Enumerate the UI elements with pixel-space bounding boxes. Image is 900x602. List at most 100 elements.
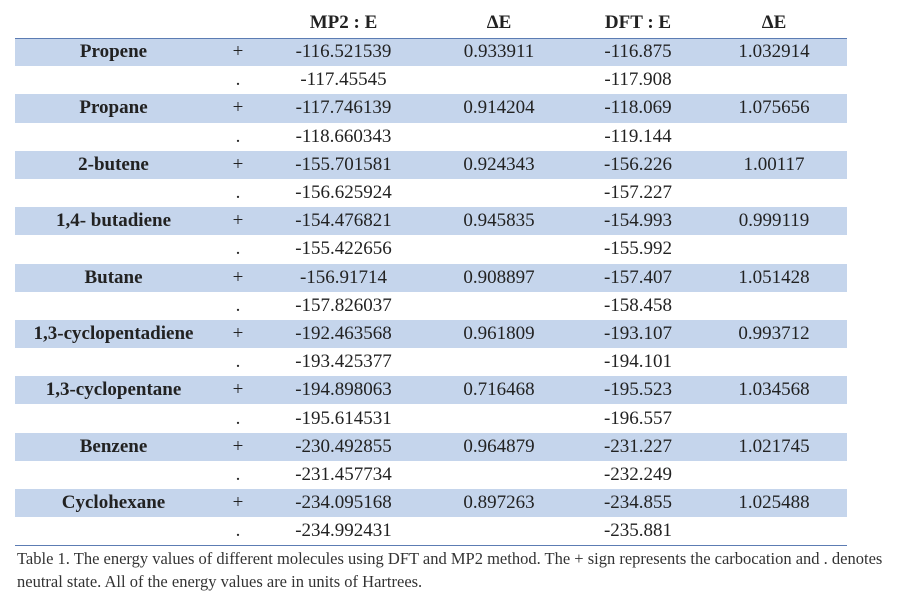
table-row: . -117.45545 -117.908 [15,66,847,94]
table-row: Butane + -156.91714 0.908897 -157.407 1.05142… [15,263,847,292]
mp2-delta-e: 0.914204 [463,97,535,119]
table-row: 1,3-cyclopentadiene + -192.463568 0.961809 -… [15,319,847,349]
dft-delta-e [701,235,847,263]
dft-energy: -154.993 [603,210,673,232]
dft-energy: -231.227 [603,435,673,457]
state-symbol: + [232,322,244,344]
dft-energy: -157.407 [603,266,673,288]
dft-delta-e: 1.051428 [738,266,810,288]
dft-delta-e: 1.075656 [738,97,810,119]
molecule-name [15,179,212,207]
mp2-energy: -194.898063 [295,379,392,401]
mp2-energy: -156.91714 [299,266,388,288]
mp2-delta-e: 0.897263 [463,492,535,514]
dft-delta-e: 1.00117 [743,153,805,175]
state-symbol: . [235,407,241,429]
dft-delta-e: 1.034568 [738,379,810,401]
mp2-delta-e [423,348,575,376]
state-symbol: . [235,238,241,260]
dft-delta-e [701,517,847,545]
molecule-name [15,292,212,320]
mp2-energy: -231.457734 [295,463,392,485]
mp2-delta-e: 0.945835 [463,210,535,232]
dft-delta-e [701,348,847,376]
dft-energy: -119.144 [604,125,672,147]
molecule-name [15,123,212,151]
mp2-energy: -234.992431 [295,520,392,542]
state-symbol: + [232,97,244,119]
dft-energy: -235.881 [603,520,673,542]
dft-delta-e: 1.032914 [738,41,810,63]
mp2-energy: -154.476821 [295,210,392,232]
table-caption: Table 1. The energy values of different … [17,549,883,591]
table-header: MP2 : E ΔE DFT : E ΔE [15,8,847,38]
dft-energy: -195.523 [603,379,673,401]
molecule-name: Propane [79,97,148,119]
mp2-delta-e [423,179,575,207]
dft-energy: -194.101 [603,351,673,373]
molecule-name: Benzene [79,435,148,457]
mp2-delta-e: 0.933911 [463,41,535,63]
mp2-delta-e [423,235,575,263]
molecule-name [15,404,212,432]
state-symbol: + [232,266,244,288]
state-symbol: + [232,210,244,232]
dft-delta-e [701,404,847,432]
mp2-energy: -156.625924 [295,182,392,204]
state-symbol: . [235,520,241,542]
table-body: Propene + -116.521539 0.933911 -116.875 1.032… [15,38,847,546]
dft-energy: -157.227 [603,182,673,204]
mp2-delta-e [423,292,575,320]
mp2-energy: -195.614531 [295,407,392,429]
molecule-name: Cyclohexane [61,492,166,514]
table-row: . -195.614531 -196.557 [15,404,847,432]
state-symbol: + [232,492,244,514]
dft-energy: -196.557 [603,407,673,429]
state-symbol: + [232,435,244,457]
dft-delta-e [701,179,847,207]
state-symbol: . [235,182,241,204]
dft-energy: -234.855 [603,492,673,514]
header-row: MP2 : E ΔE DFT : E ΔE [15,8,847,38]
dft-energy: -158.458 [603,294,673,316]
dft-energy: -232.249 [603,463,673,485]
state-symbol: . [235,125,241,147]
dft-energy: -193.107 [603,322,673,344]
mp2-delta-e [423,404,575,432]
molecule-name [15,461,212,489]
header-mp2-energy: MP2 : E [309,11,378,33]
dft-delta-e [701,292,847,320]
mp2-delta-e [423,66,575,94]
state-symbol: + [232,379,244,401]
mp2-energy: -193.425377 [295,351,392,373]
header-state [212,8,264,38]
mp2-energy: -234.095168 [295,492,392,514]
molecule-name: Propene [79,41,148,63]
dft-delta-e: 1.021745 [738,435,810,457]
header-mp2-delta: ΔE [486,11,512,33]
molecule-name: 1,4- butadiene [55,210,172,232]
table-row: Propene + -116.521539 0.933911 -116.875 1.032… [15,38,847,67]
table-row: Propane + -117.746139 0.914204 -118.069 1.075… [15,94,847,123]
mp2-delta-e: 0.961809 [463,322,535,344]
mp2-delta-e: 0.908897 [463,266,535,288]
molecule-name [15,66,212,94]
table-row: 1,3-cyclopentane + -194.898063 0.716468 -195… [15,376,847,405]
table-row: 1,4- butadiene + -154.476821 0.945835 -154.9… [15,207,847,236]
mp2-energy: -116.521539 [295,41,392,63]
mp2-energy: -117.746139 [295,97,392,119]
dft-energy: -155.992 [603,238,673,260]
dft-energy: -117.908 [604,69,672,91]
dft-energy: -116.875 [604,41,672,63]
dft-energy: -118.069 [604,97,672,119]
mp2-delta-e [423,123,575,151]
dft-delta-e [701,123,847,151]
header-molecule [15,8,212,38]
mp2-delta-e [423,517,575,545]
state-symbol: . [235,351,241,373]
mp2-energy: -157.826037 [295,294,392,316]
energy-table: MP2 : E ΔE DFT : E ΔE Propene + -116.52153… [15,8,847,546]
dft-energy: -156.226 [603,153,673,175]
state-symbol: . [235,463,241,485]
molecule-name: Butane [84,266,143,288]
